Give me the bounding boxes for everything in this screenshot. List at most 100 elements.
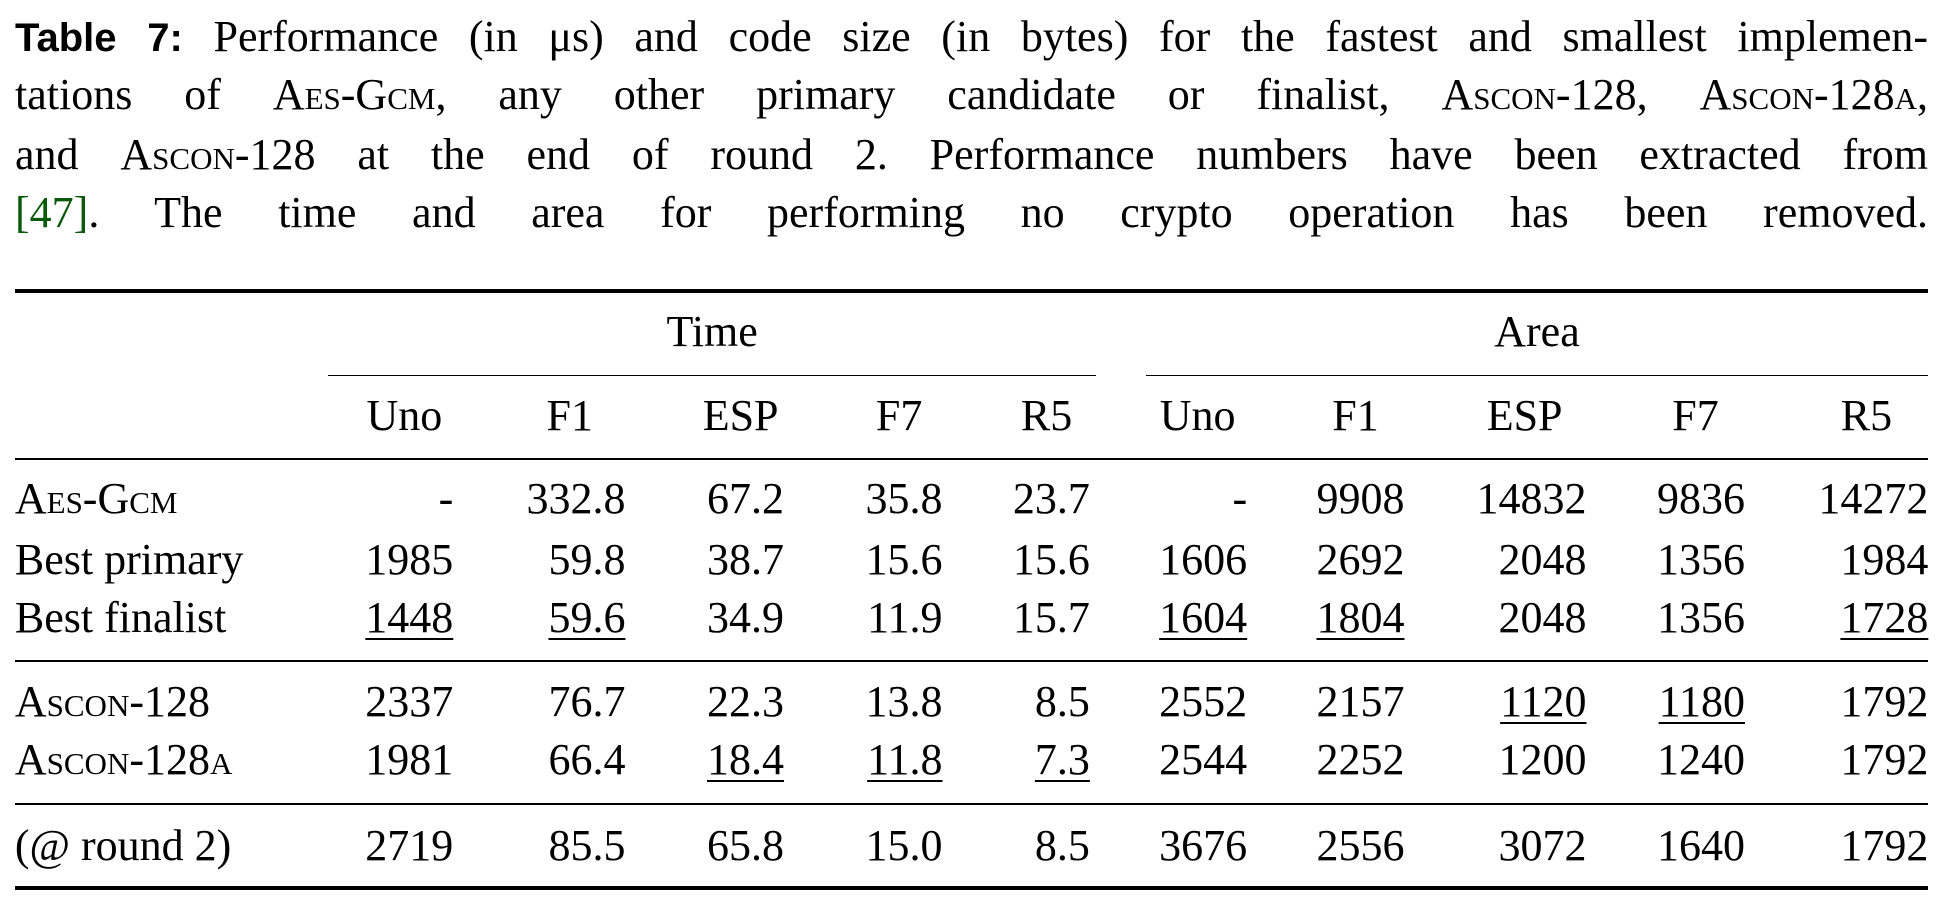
table-cell: 332.8 (526, 474, 626, 524)
table-cell: 1985 (365, 534, 454, 584)
column-header: F7 (1672, 391, 1719, 441)
table-cell: 1448 (365, 593, 454, 643)
table-cell: 67.2 (706, 474, 784, 524)
row-label: Ascon-128a (14, 735, 233, 785)
column-header: R5 (1840, 391, 1893, 441)
caption-text: Ascon-128a (1699, 70, 1918, 120)
table-cell: 1180 (1658, 677, 1746, 727)
caption-text: , any other primary candidate or finalis… (435, 70, 1442, 120)
caption-text: . The time and area for performing no cr… (88, 188, 1928, 238)
column-header: F1 (1332, 391, 1379, 441)
column-header: F1 (546, 391, 593, 441)
table-cell: 1604 (1159, 593, 1248, 643)
caption-text: Ascon-128 (1441, 70, 1637, 120)
row-label: Best primary (14, 534, 244, 584)
table-rule (14, 886, 1929, 890)
table-rule (1145, 374, 1929, 377)
table-cell: 15.7 (1012, 593, 1090, 643)
table-cell: 2556 (1316, 820, 1405, 870)
table-cell: 15.6 (865, 534, 943, 584)
table-cell: 15.0 (865, 820, 943, 870)
table-cell: 23.7 (1012, 474, 1090, 524)
table-cell: 2157 (1316, 677, 1405, 727)
table-cell: 1120 (1500, 677, 1587, 727)
table-cell: 2337 (365, 677, 454, 727)
table-cell: 13.8 (865, 677, 943, 727)
table-cell: 59.8 (548, 534, 626, 584)
table-cell: 1606 (1159, 534, 1248, 584)
table-rule (14, 289, 1929, 293)
caption-text: and (15, 129, 121, 179)
table-cell: 7.3 (1034, 735, 1090, 785)
table-cell: 18.4 (706, 735, 784, 785)
column-header: Uno (1159, 391, 1236, 441)
table-cell: 2552 (1159, 677, 1248, 727)
table-cell: 2048 (1498, 593, 1587, 643)
table-cell: 8.5 (1034, 820, 1090, 870)
table-cell: 11.8 (867, 735, 943, 785)
table-cell: 76.7 (548, 677, 626, 727)
caption-text: Table 7: (15, 16, 183, 61)
table-cell: 38.7 (706, 534, 784, 584)
table-cell: 1200 (1498, 735, 1587, 785)
table-cell: 2692 (1316, 534, 1405, 584)
table-cell: 1728 (1840, 593, 1929, 643)
caption-text: Performance (in μs) and code size (in by… (182, 12, 1929, 62)
column-header: R5 (1020, 391, 1073, 441)
caption-line: Table 7: Performance (in μs) and code si… (15, 9, 1928, 66)
caption-text: Aes-Gcm (272, 70, 436, 120)
table-cell: 3676 (1159, 820, 1248, 870)
table-cell: - (438, 474, 454, 524)
caption-text: Ascon-128 (120, 129, 316, 179)
row-label: Best finalist (14, 593, 227, 643)
caption-line: tations of Aes-Gcm, any other primary ca… (15, 67, 1928, 123)
row-label: (@ round 2) (14, 820, 232, 870)
table-cell: 1792 (1840, 820, 1929, 870)
column-header: F7 (875, 391, 923, 441)
table-cell: 2252 (1316, 735, 1405, 785)
table-cell: 1356 (1657, 534, 1746, 584)
table-cell: 1640 (1657, 820, 1746, 870)
table-cell: 2048 (1498, 534, 1587, 584)
caption-text: tations of (15, 70, 273, 120)
citation-link[interactable]: [47] (15, 188, 89, 238)
table-cell: 1792 (1840, 735, 1929, 785)
table-cell: 2719 (365, 820, 454, 870)
group-header: Time (666, 306, 758, 356)
table-rule (14, 660, 1929, 663)
table-cell: 9836 (1657, 474, 1746, 524)
table-cell: 1804 (1316, 593, 1405, 643)
table-cell: - (1232, 474, 1248, 524)
table-cell: 8.5 (1034, 677, 1090, 727)
table-cell: 1240 (1657, 735, 1746, 785)
column-header: ESP (702, 391, 779, 441)
column-header: Uno (366, 391, 443, 441)
column-header: ESP (1486, 391, 1563, 441)
group-header: Area (1494, 306, 1580, 356)
caption-line: [47]. The time and area for performing n… (15, 185, 1928, 241)
table-cell: 11.9 (867, 593, 943, 643)
table-cell: 14272 (1818, 474, 1929, 524)
table-cell: 1792 (1840, 677, 1929, 727)
table-cell: 9908 (1316, 474, 1405, 524)
table-rule (14, 802, 1929, 805)
table-cell: 35.8 (865, 474, 943, 524)
table-cell: 15.6 (1012, 534, 1090, 584)
table-cell: 14832 (1476, 474, 1587, 524)
table-rule (14, 458, 1929, 461)
table-cell: 3072 (1498, 820, 1587, 870)
table-rule (328, 374, 1097, 377)
table-cell: 1356 (1657, 593, 1746, 643)
row-label: Ascon-128 (14, 677, 210, 727)
table-cell: 66.4 (548, 735, 626, 785)
caption-line: and Ascon-128 at the end of round 2. Per… (15, 127, 1928, 183)
table-cell: 1984 (1840, 534, 1929, 584)
table-cell: 34.9 (706, 593, 784, 643)
row-label: Aes-Gcm (14, 474, 178, 524)
table-cell: 85.5 (548, 820, 626, 870)
table-cell: 1981 (365, 735, 454, 785)
table-cell: 65.8 (706, 820, 784, 870)
table-cell: 22.3 (706, 677, 784, 727)
caption-text: , (1917, 70, 1929, 120)
